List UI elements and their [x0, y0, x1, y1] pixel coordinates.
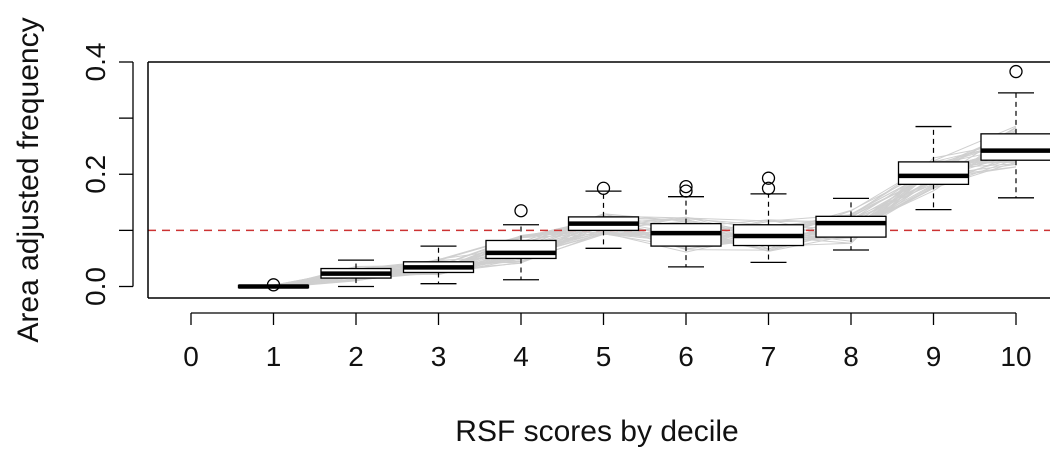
box-7 — [732, 171, 805, 264]
box-4 — [485, 204, 557, 281]
background-trajectory-line — [273, 132, 1017, 286]
outlier-point — [1009, 64, 1023, 79]
background-trajectory-line — [273, 129, 1017, 289]
box-5 — [567, 181, 640, 249]
box-6 — [650, 179, 722, 268]
box-rect — [485, 239, 557, 260]
background-trajectory-line — [273, 161, 1017, 289]
outlier-point — [514, 204, 528, 218]
x-tick-label: 9 — [926, 341, 942, 372]
background-trajectory-line — [273, 152, 1017, 286]
box-3 — [402, 245, 475, 285]
y-tick-label: 0.0 — [80, 267, 111, 306]
x-tick-label: 5 — [596, 341, 612, 372]
x-tick-label: 7 — [761, 341, 777, 372]
outlier-point — [679, 179, 693, 194]
y-tick-label: 0.4 — [80, 43, 111, 82]
x-tick-label: 4 — [513, 341, 529, 372]
x-tick-label: 1 — [266, 341, 282, 372]
box-rect — [815, 215, 887, 238]
background-trajectory-line — [273, 136, 1017, 288]
axes-group: 0.0 0.2 0.4 0 1 2 3 4 5 6 7 8 9 10 — [80, 43, 1050, 372]
outlier-point — [761, 171, 776, 185]
background-trajectory-line — [273, 158, 1017, 287]
x-tick-label: 8 — [843, 341, 859, 372]
background-trajectory-line — [273, 127, 1017, 287]
y-axis-label: Area adjusted frequency — [12, 17, 45, 342]
x-tick-label: 2 — [348, 341, 364, 372]
background-trajectory-line — [273, 130, 1017, 289]
background-trajectory-line — [273, 125, 1017, 289]
x-tick-label: 10 — [1000, 341, 1031, 372]
background-trajectory-line — [273, 135, 1017, 287]
background-trajectory-line — [273, 130, 1017, 288]
box-rect — [980, 133, 1050, 161]
x-tick-label: 6 — [678, 341, 694, 372]
boxes-group — [237, 64, 1050, 292]
box-8 — [815, 197, 887, 251]
background-trajectory-line — [273, 126, 1017, 287]
x-tick-label: 3 — [431, 341, 447, 372]
box-10 — [980, 64, 1050, 199]
outlier-point — [761, 181, 776, 195]
box-9 — [897, 125, 970, 211]
outlier-point — [266, 278, 281, 292]
box-rect — [897, 161, 970, 186]
background-trajectories — [273, 125, 1017, 289]
background-trajectory-line — [273, 135, 1017, 289]
outlier-point — [596, 181, 611, 195]
box-1 — [237, 278, 310, 292]
box-2 — [320, 259, 392, 288]
background-trajectory-line — [273, 153, 1017, 288]
x-tick-label: 0 — [183, 341, 199, 372]
y-tick-label: 0.2 — [80, 155, 111, 194]
x-axis-label: RSF scores by decile — [455, 415, 738, 448]
outlier-point — [679, 184, 693, 198]
